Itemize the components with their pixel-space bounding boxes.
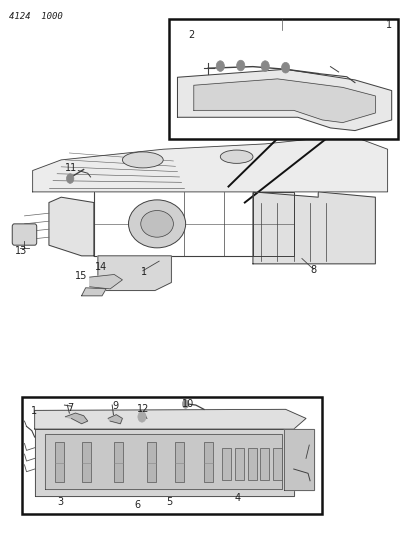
Text: 1: 1 bbox=[31, 407, 37, 416]
Text: 2: 2 bbox=[188, 30, 194, 41]
Bar bbox=[204, 442, 213, 482]
Polygon shape bbox=[90, 274, 122, 289]
Text: 1: 1 bbox=[386, 20, 392, 30]
Polygon shape bbox=[108, 415, 122, 424]
Bar bbox=[82, 442, 91, 482]
Circle shape bbox=[182, 400, 189, 408]
Ellipse shape bbox=[129, 200, 186, 248]
Polygon shape bbox=[253, 192, 375, 264]
Bar bbox=[55, 442, 64, 482]
Bar bbox=[175, 442, 184, 482]
Bar bbox=[222, 448, 231, 480]
Bar bbox=[169, 19, 398, 139]
Bar bbox=[114, 442, 123, 482]
Polygon shape bbox=[35, 429, 294, 496]
Circle shape bbox=[282, 62, 290, 73]
Text: 6: 6 bbox=[135, 500, 141, 510]
Circle shape bbox=[237, 60, 245, 71]
Bar bbox=[235, 448, 244, 480]
Circle shape bbox=[216, 61, 224, 71]
Text: 4: 4 bbox=[234, 494, 241, 503]
FancyBboxPatch shape bbox=[12, 224, 37, 245]
Polygon shape bbox=[35, 409, 306, 429]
Text: 9: 9 bbox=[112, 401, 118, 411]
Text: 7: 7 bbox=[67, 403, 73, 413]
Text: 14: 14 bbox=[95, 262, 107, 271]
Bar bbox=[22, 397, 322, 514]
Circle shape bbox=[138, 411, 146, 422]
Text: 4124  1000: 4124 1000 bbox=[9, 12, 63, 21]
Text: 10: 10 bbox=[182, 399, 195, 409]
Ellipse shape bbox=[141, 211, 173, 237]
Polygon shape bbox=[33, 139, 388, 192]
Text: 12: 12 bbox=[137, 405, 150, 414]
Circle shape bbox=[67, 174, 74, 183]
Ellipse shape bbox=[122, 152, 163, 168]
Text: 15: 15 bbox=[75, 271, 87, 281]
Polygon shape bbox=[194, 79, 375, 123]
Polygon shape bbox=[177, 69, 392, 131]
Text: 13: 13 bbox=[15, 246, 27, 255]
Bar bbox=[273, 448, 282, 480]
Text: 8: 8 bbox=[310, 265, 317, 275]
Polygon shape bbox=[82, 288, 106, 296]
Bar bbox=[147, 442, 156, 482]
Text: 1: 1 bbox=[140, 267, 147, 277]
Text: 11: 11 bbox=[65, 163, 78, 173]
Bar bbox=[248, 448, 257, 480]
Text: 3: 3 bbox=[57, 497, 64, 507]
Polygon shape bbox=[45, 434, 282, 489]
Text: 5: 5 bbox=[166, 497, 173, 507]
Polygon shape bbox=[49, 197, 94, 256]
Circle shape bbox=[261, 61, 269, 71]
Ellipse shape bbox=[220, 150, 253, 163]
Polygon shape bbox=[98, 256, 171, 290]
Polygon shape bbox=[94, 192, 294, 256]
Polygon shape bbox=[65, 413, 88, 424]
Polygon shape bbox=[284, 429, 314, 490]
Bar bbox=[260, 448, 269, 480]
